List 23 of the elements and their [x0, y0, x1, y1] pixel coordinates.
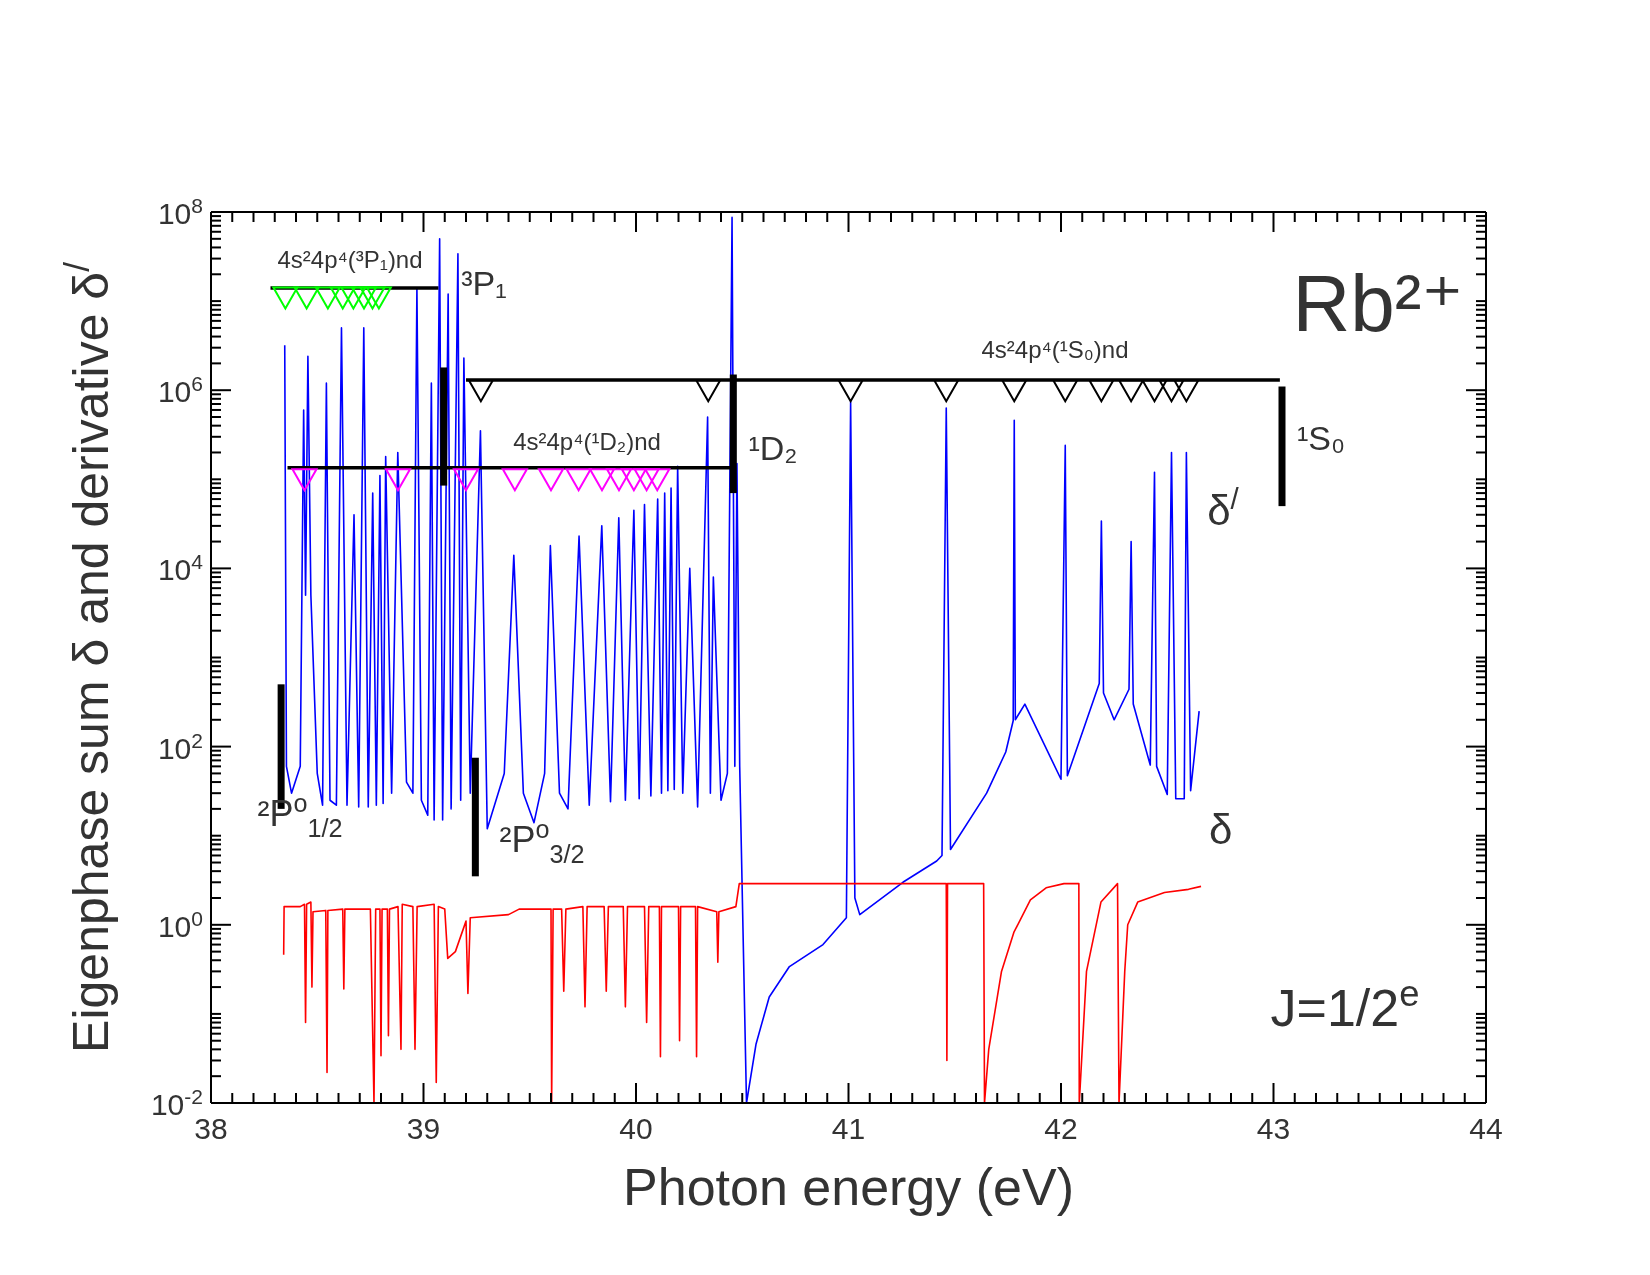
- series-label: δ: [1209, 806, 1233, 854]
- x-tick-label: 39: [406, 1112, 441, 1145]
- annotation: 4s²4p⁴(³P₁)nd: [277, 246, 423, 273]
- x-tick-label: 44: [1469, 1112, 1503, 1145]
- x-axis-title: Photon energy (eV): [623, 1158, 1074, 1216]
- x-tick-label: 40: [619, 1112, 653, 1145]
- annotation: Rb²⁺: [1292, 259, 1464, 348]
- y-tick-label: 10$^{2}$: [157, 728, 203, 765]
- annotation: ³P₁: [461, 264, 507, 302]
- y-tick-label: 10$^{4}$: [157, 549, 204, 587]
- annotation: 4s²4p⁴(¹D₂)nd: [513, 428, 661, 455]
- x-tick-label: 43: [1256, 1112, 1291, 1145]
- annotation: J=1/2$^{e}$: [1270, 972, 1420, 1037]
- x-tick-label: 41: [831, 1112, 866, 1145]
- annotation: ¹D₂: [748, 429, 798, 467]
- y-tick-label: 10$^{6}$: [157, 371, 203, 409]
- y-tick-label: 10$^{8}$: [157, 193, 203, 230]
- series-label: δ$^{/}$: [1207, 481, 1240, 535]
- annotation: 4s²4p⁴(¹S₀)nd: [981, 336, 1129, 363]
- x-tick-label: 38: [194, 1112, 228, 1145]
- annotation: ¹S₀: [1296, 419, 1346, 457]
- x-tick-label: 42: [1044, 1112, 1078, 1145]
- y-tick-label: 10$^{0}$: [157, 906, 203, 943]
